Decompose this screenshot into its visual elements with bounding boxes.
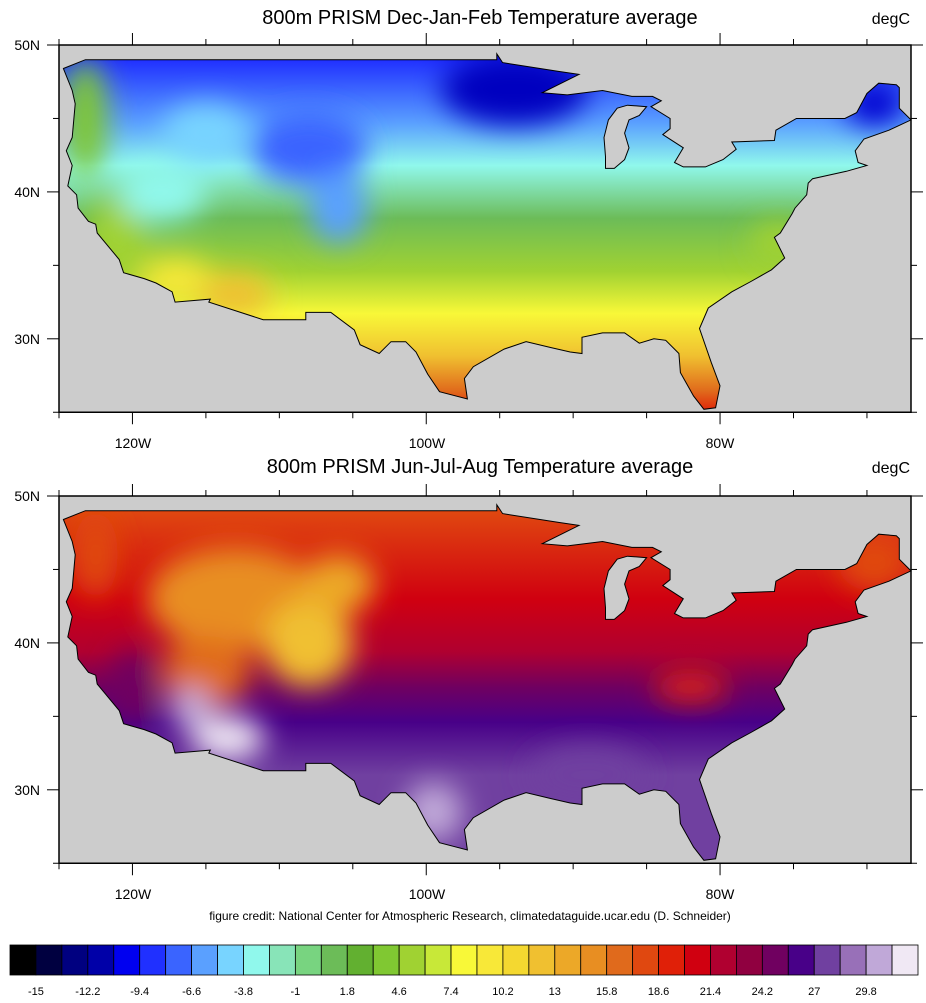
us-outline — [62, 503, 912, 861]
colorbar-swatch — [736, 944, 763, 976]
colorbar-label: 13 — [549, 986, 561, 998]
colorbar-swatch — [87, 944, 115, 976]
colorbar-swatch — [346, 944, 374, 976]
colorbar-swatch — [191, 944, 218, 976]
colorbar-swatch — [320, 944, 348, 976]
colorbar-label: -12.2 — [75, 986, 100, 998]
colorbar-swatch — [554, 944, 582, 976]
colorbar-label: 24.2 — [752, 986, 773, 998]
colorbar-swatch — [372, 944, 400, 976]
temperature-region — [301, 554, 375, 614]
summer-map-title: 800m PRISM Jun-Jul-Aug Temperature avera… — [267, 456, 694, 478]
temperature-region — [161, 103, 250, 163]
colorbar-label: 15.8 — [596, 986, 617, 998]
colorbar-swatch — [710, 944, 737, 976]
colorbar-swatch — [606, 944, 634, 976]
colorbar-label: 18.6 — [648, 986, 669, 998]
temperature-region — [264, 598, 353, 687]
temperature-region — [653, 672, 728, 702]
map-frame — [58, 495, 912, 864]
colorbar-label: 10.2 — [492, 986, 513, 998]
lon-label-120w: 120W — [115, 435, 152, 451]
map-frame — [58, 44, 912, 413]
lon-label-120w: 120W — [115, 886, 152, 902]
colorbar-swatch — [891, 944, 919, 976]
us-outline — [62, 52, 912, 410]
colorbar-swatch — [294, 944, 322, 976]
colorbar-label: 27 — [808, 986, 820, 998]
colorbar-swatch — [398, 944, 426, 976]
colorbar-swatch — [684, 944, 711, 976]
lon-label-80w: 80W — [706, 886, 736, 902]
colorbar-swatch — [61, 944, 89, 976]
colorbar-swatch — [243, 944, 270, 976]
lat-label-50n: 50N — [14, 488, 40, 504]
colorbar-label: 29.8 — [855, 986, 876, 998]
colorbar-swatch — [450, 944, 478, 976]
colorbar-swatch — [813, 944, 841, 976]
colorbar-swatch — [424, 944, 452, 976]
colorbar-label: -1 — [290, 986, 300, 998]
winter-units-label: degC — [872, 11, 910, 28]
colorbar-label: -3.8 — [234, 986, 253, 998]
colorbar-labels: -15 -12.2 -9.4 -6.6 -3.8 -1 1.8 4.6 7.4 10.2 13 15.… — [28, 986, 877, 998]
lat-label-40n: 40N — [14, 635, 40, 651]
colorbar-label: 1.8 — [340, 986, 355, 998]
lon-label-100w: 100W — [409, 435, 446, 451]
colorbar-label: 7.4 — [443, 986, 458, 998]
colorbar-label: 21.4 — [700, 986, 721, 998]
colorbar-swatch — [139, 944, 167, 976]
colorbar-swatch — [165, 944, 193, 976]
lat-label-40n: 40N — [14, 184, 40, 200]
colorbar-swatch — [113, 944, 141, 976]
temperature-region — [73, 510, 118, 599]
lake-michigan — [603, 104, 648, 169]
colorbar-swatch — [839, 944, 867, 976]
colorbar-swatch — [502, 944, 530, 976]
summer-units-label: degC — [872, 460, 910, 477]
temperature-region — [117, 162, 206, 222]
lon-label-100w: 100W — [409, 886, 446, 902]
colorbar-swatch — [35, 944, 63, 976]
temperature-region — [249, 111, 368, 185]
temperature-region — [110, 650, 155, 724]
temperature-region — [308, 169, 368, 244]
colorbar-swatch — [865, 944, 893, 976]
summer-map-panel — [47, 484, 923, 876]
temperature-region — [63, 59, 108, 178]
colorbar-swatch — [658, 944, 685, 976]
temperature-region — [169, 686, 214, 732]
colorbar-swatch — [217, 944, 244, 976]
lat-label-30n: 30N — [14, 782, 40, 798]
colorbar-swatch — [580, 944, 608, 976]
colorbar-swatch — [787, 944, 815, 976]
colorbar-swatch — [528, 944, 556, 976]
colorbar-label: -9.4 — [130, 986, 149, 998]
colorbar-swatch — [632, 944, 659, 976]
lake-michigan — [603, 555, 648, 620]
colorbar-swatch — [9, 944, 37, 976]
winter-map-title: 800m PRISM Dec-Jan-Feb Temperature avera… — [262, 7, 697, 29]
colorbar-swatch — [269, 944, 296, 976]
winter-map-panel — [47, 33, 923, 425]
lon-label-80w: 80W — [706, 435, 736, 451]
colorbar-swatch — [761, 944, 789, 976]
colorbar-label: 4.6 — [391, 986, 406, 998]
colorbar-label: -6.6 — [182, 986, 201, 998]
lat-label-30n: 30N — [14, 331, 40, 347]
colorbar-swatch — [476, 944, 504, 976]
temperature-region — [191, 716, 265, 761]
colorbar-label: -15 — [28, 986, 44, 998]
figure-credit: figure credit: National Center for Atmos… — [209, 909, 731, 923]
colorbar — [9, 944, 919, 976]
lat-label-50n: 50N — [14, 37, 40, 53]
